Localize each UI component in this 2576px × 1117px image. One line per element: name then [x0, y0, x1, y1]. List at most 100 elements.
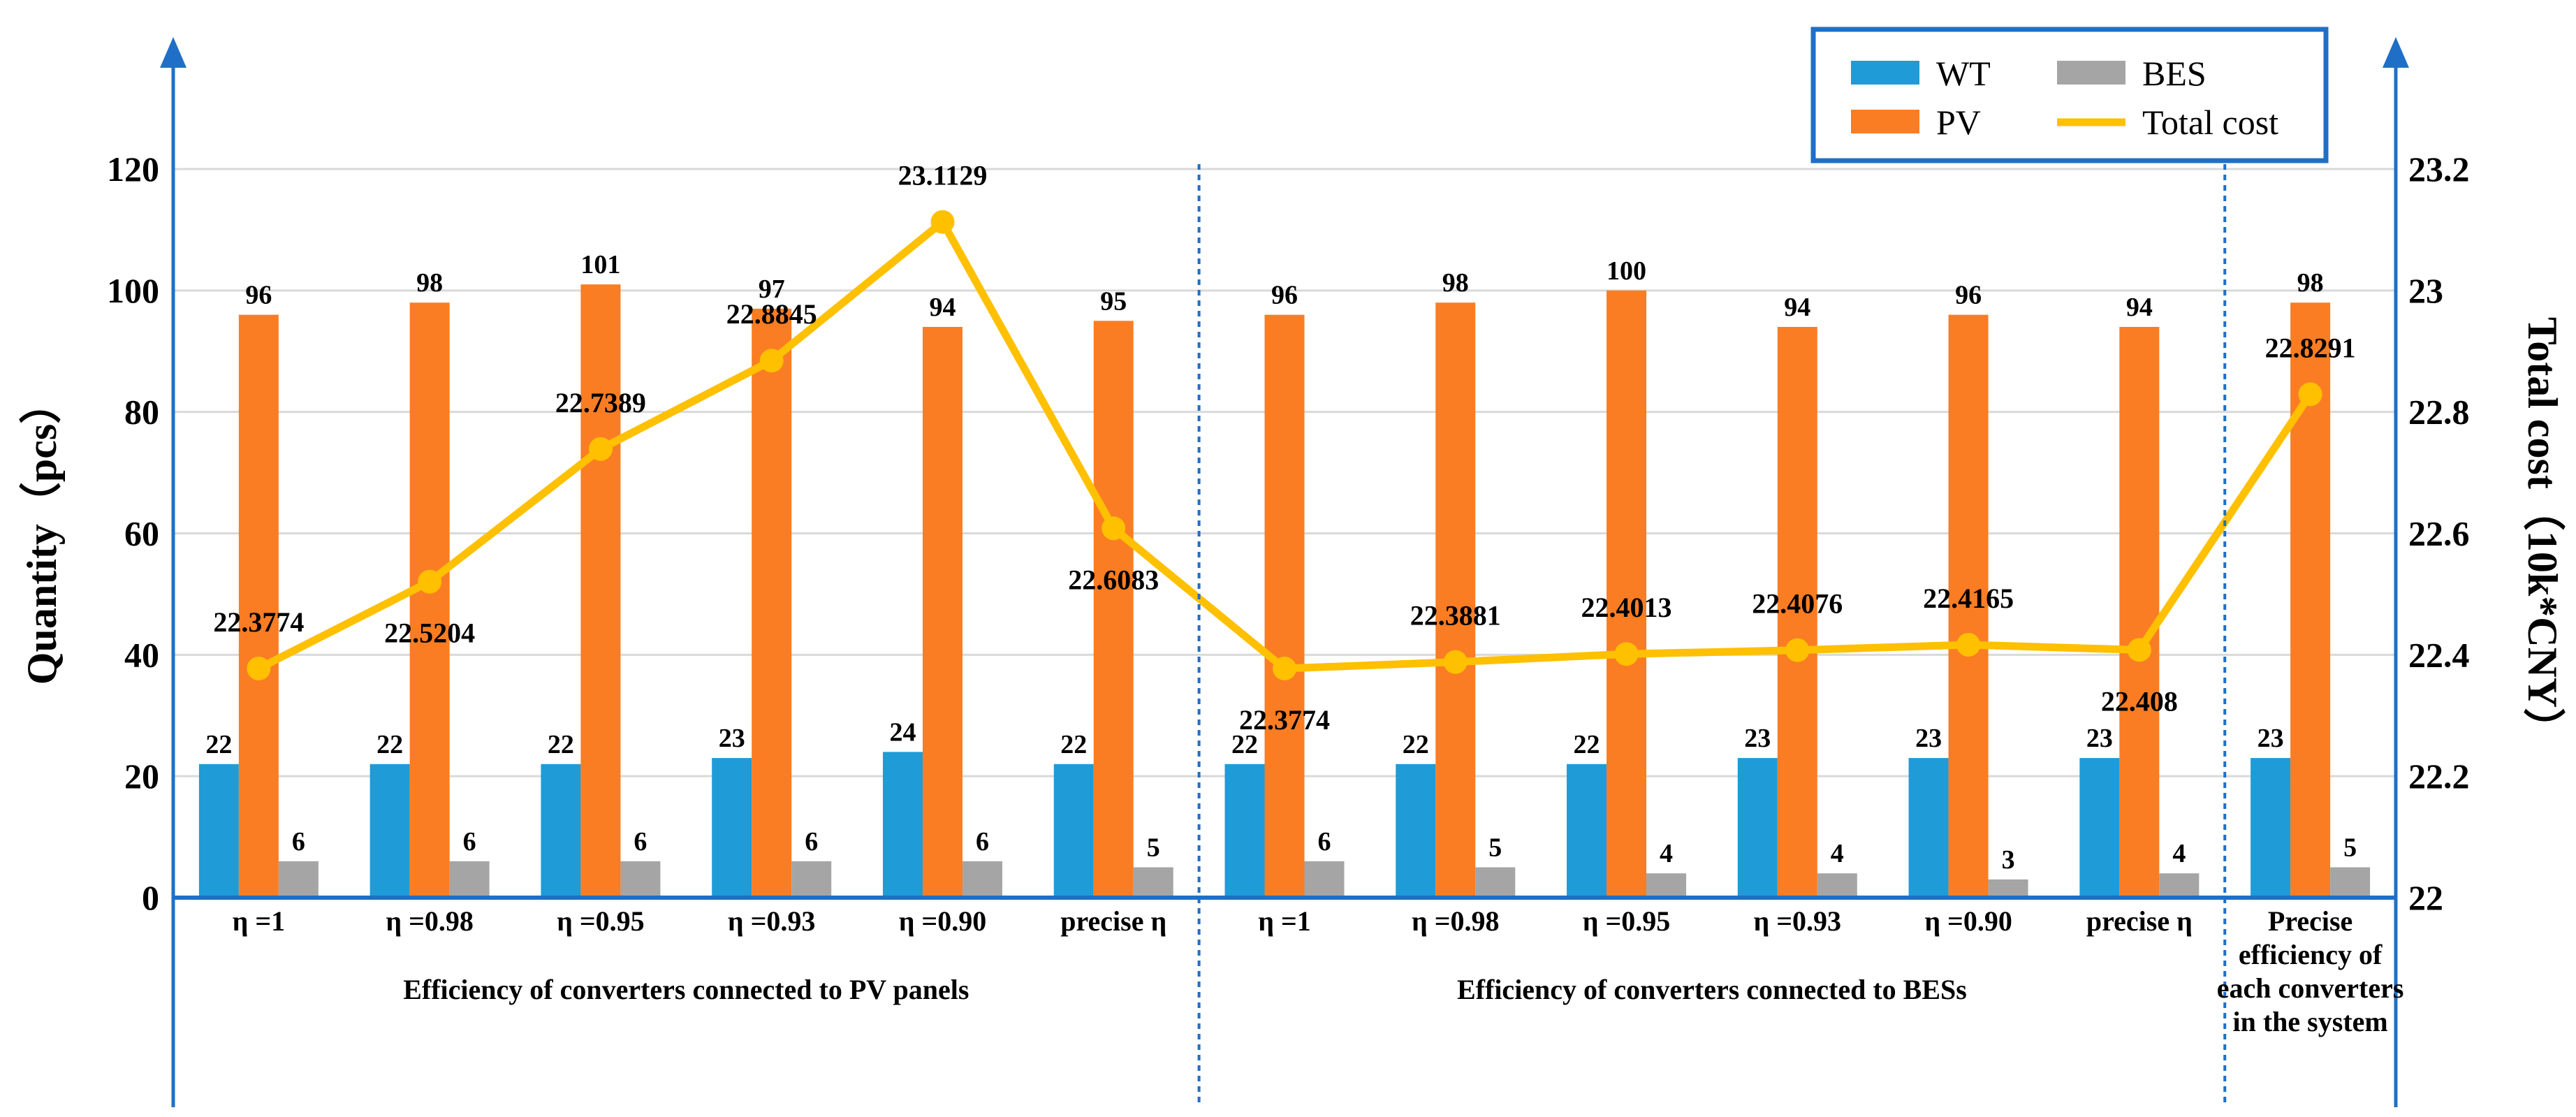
- y-tick-label: 120: [107, 149, 159, 189]
- bar-bes: [791, 861, 832, 898]
- category-label: in the system: [2233, 1006, 2388, 1037]
- category-label: η =0.93: [728, 905, 816, 937]
- bar-value-label: 101: [580, 250, 620, 279]
- bar-bes: [962, 861, 1002, 898]
- y2-tick-label: 23.2: [2408, 149, 2470, 189]
- bar-wt: [198, 764, 239, 898]
- y2-axis-title: Total cost（10k*CNY）: [2519, 317, 2566, 750]
- bar-pv: [1777, 326, 1817, 898]
- bar-value-label: 6: [292, 827, 305, 856]
- bar-pv: [922, 326, 963, 898]
- bar-pv: [752, 308, 792, 898]
- bar-value-label: 22: [548, 730, 574, 759]
- bar-value-label: 6: [976, 827, 989, 856]
- bar-bes: [1817, 873, 1857, 898]
- bar-value-label: 94: [2126, 293, 2153, 322]
- category-label: efficiency of: [2239, 939, 2383, 970]
- bar-bes: [1304, 861, 1345, 898]
- total-cost-marker: [930, 210, 955, 234]
- bar-wt: [541, 764, 581, 898]
- total-cost-label: 22.3881: [1410, 600, 1501, 631]
- bar-value-label: 4: [1660, 839, 1673, 868]
- legend-swatch-bes: [2057, 61, 2125, 85]
- y-tick-label: 80: [124, 393, 159, 432]
- bar-value-label: 98: [1442, 268, 1469, 298]
- bar-value-label: 22: [205, 730, 232, 759]
- bar-wt: [1053, 764, 1094, 898]
- y2-tick-label: 23: [2408, 271, 2443, 310]
- total-cost-marker: [2127, 638, 2151, 662]
- category-label: Precise: [2268, 905, 2352, 937]
- total-cost-label: 22.7389: [555, 387, 646, 418]
- bar-value-label: 4: [1831, 839, 1844, 868]
- bar-wt: [712, 758, 752, 898]
- bar-pv: [409, 302, 450, 898]
- y-tick-label: 60: [124, 514, 159, 553]
- bar-wt: [1908, 758, 1949, 898]
- bar-value-label: 22: [1231, 730, 1258, 759]
- bar-value-label: 96: [245, 281, 272, 310]
- y2-tick-label: 22.4: [2408, 635, 2470, 674]
- total-cost-marker: [2298, 382, 2322, 407]
- bar-pv: [1607, 290, 1647, 898]
- total-cost-marker: [759, 349, 784, 373]
- bar-value-label: 95: [1100, 286, 1127, 316]
- category-label: η =0.98: [1412, 905, 1500, 937]
- legend-label: PV: [1936, 103, 1981, 142]
- bar-value-label: 23: [1915, 724, 1942, 753]
- right-axis-arrow: [2383, 37, 2409, 68]
- bar-value-label: 5: [2343, 833, 2357, 863]
- bar-value-label: 5: [1488, 833, 1502, 863]
- bar-wt: [2079, 758, 2120, 898]
- y2-tick-label: 22.6: [2408, 514, 2470, 553]
- bar-value-label: 6: [1318, 827, 1331, 856]
- total-cost-label: 22.8291: [2265, 332, 2356, 363]
- bar-wt: [1396, 764, 1436, 898]
- category-label: η =0.98: [386, 905, 474, 937]
- bar-value-label: 6: [805, 827, 818, 856]
- y-axis-title: Quantity（pcs）: [18, 382, 65, 685]
- y-tick-label: 0: [142, 878, 159, 917]
- left-axis-arrow: [160, 37, 186, 68]
- total-cost-marker: [1956, 632, 1981, 657]
- total-cost-label: 22.5204: [384, 618, 475, 649]
- bar-value-label: 98: [2297, 268, 2324, 298]
- bar-value-label: 22: [1060, 730, 1087, 759]
- category-label: η =1: [233, 905, 286, 937]
- group-label: Efficiency of converters connected to PV…: [403, 974, 969, 1005]
- bar-value-label: 22: [376, 730, 403, 759]
- bar-value-label: 94: [1784, 293, 1810, 322]
- y-tick-label: 20: [124, 757, 159, 796]
- total-cost-marker: [588, 437, 613, 461]
- bar-pv: [1093, 321, 1134, 898]
- legend-label: BES: [2142, 54, 2207, 93]
- bar-value-label: 97: [759, 275, 785, 304]
- bar-value-label: 23: [2257, 724, 2284, 753]
- category-label: precise η: [1060, 905, 1166, 937]
- bar-value-label: 23: [1744, 724, 1771, 753]
- total-cost-marker: [1443, 650, 1468, 674]
- bar-wt: [882, 752, 923, 898]
- bar-bes: [1646, 873, 1687, 898]
- total-cost-label: 22.8845: [726, 298, 817, 330]
- group-label: Efficiency of converters connected to BE…: [1457, 974, 1967, 1005]
- bar-value-label: 94: [929, 293, 956, 322]
- bar-pv: [2119, 326, 2160, 898]
- bar-wt: [1224, 764, 1265, 898]
- bar-pv: [1948, 314, 1989, 898]
- bar-value-label: 3: [2002, 845, 2015, 875]
- total-cost-label: 22.3774: [1239, 704, 1330, 736]
- bar-bes: [278, 861, 319, 898]
- total-cost-marker: [1102, 516, 1126, 541]
- category-label: η =1: [1258, 905, 1311, 937]
- total-cost-label: 22.4165: [1923, 583, 2014, 614]
- total-cost-marker: [1785, 638, 1810, 662]
- bar-bes: [1475, 867, 1516, 898]
- bar-value-label: 23: [719, 724, 745, 753]
- bar-wt: [369, 764, 410, 898]
- legend-label: Total cost: [2142, 103, 2278, 142]
- total-cost-marker: [418, 569, 442, 594]
- bar-bes: [620, 861, 661, 898]
- total-cost-marker: [247, 656, 271, 680]
